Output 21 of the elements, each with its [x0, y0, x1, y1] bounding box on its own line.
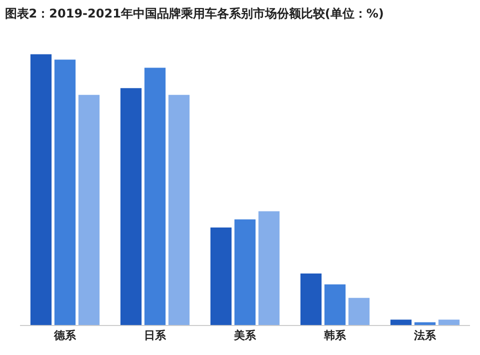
bar — [300, 274, 322, 325]
x-tick-label: 美系 — [233, 329, 257, 342]
x-tick-label: 法系 — [413, 329, 437, 342]
bar — [144, 68, 166, 325]
bar — [258, 211, 280, 325]
bar — [324, 284, 346, 325]
bar — [210, 228, 232, 325]
bar — [78, 94, 100, 325]
bar — [234, 219, 256, 325]
bar — [120, 88, 142, 325]
x-tick-label: 日系 — [144, 329, 167, 342]
chart-title: 图表2：2019-2021年中国品牌乘用车各系别市场份额比较(单位：%) — [4, 6, 384, 20]
bar — [54, 60, 76, 325]
x-tick-label: 德系 — [53, 329, 77, 342]
bar — [438, 320, 460, 325]
bar — [348, 298, 370, 325]
x-tick-label: 韩系 — [323, 329, 347, 342]
bar — [168, 94, 190, 325]
bar — [30, 54, 52, 325]
bar — [414, 322, 436, 325]
bar — [390, 320, 412, 325]
